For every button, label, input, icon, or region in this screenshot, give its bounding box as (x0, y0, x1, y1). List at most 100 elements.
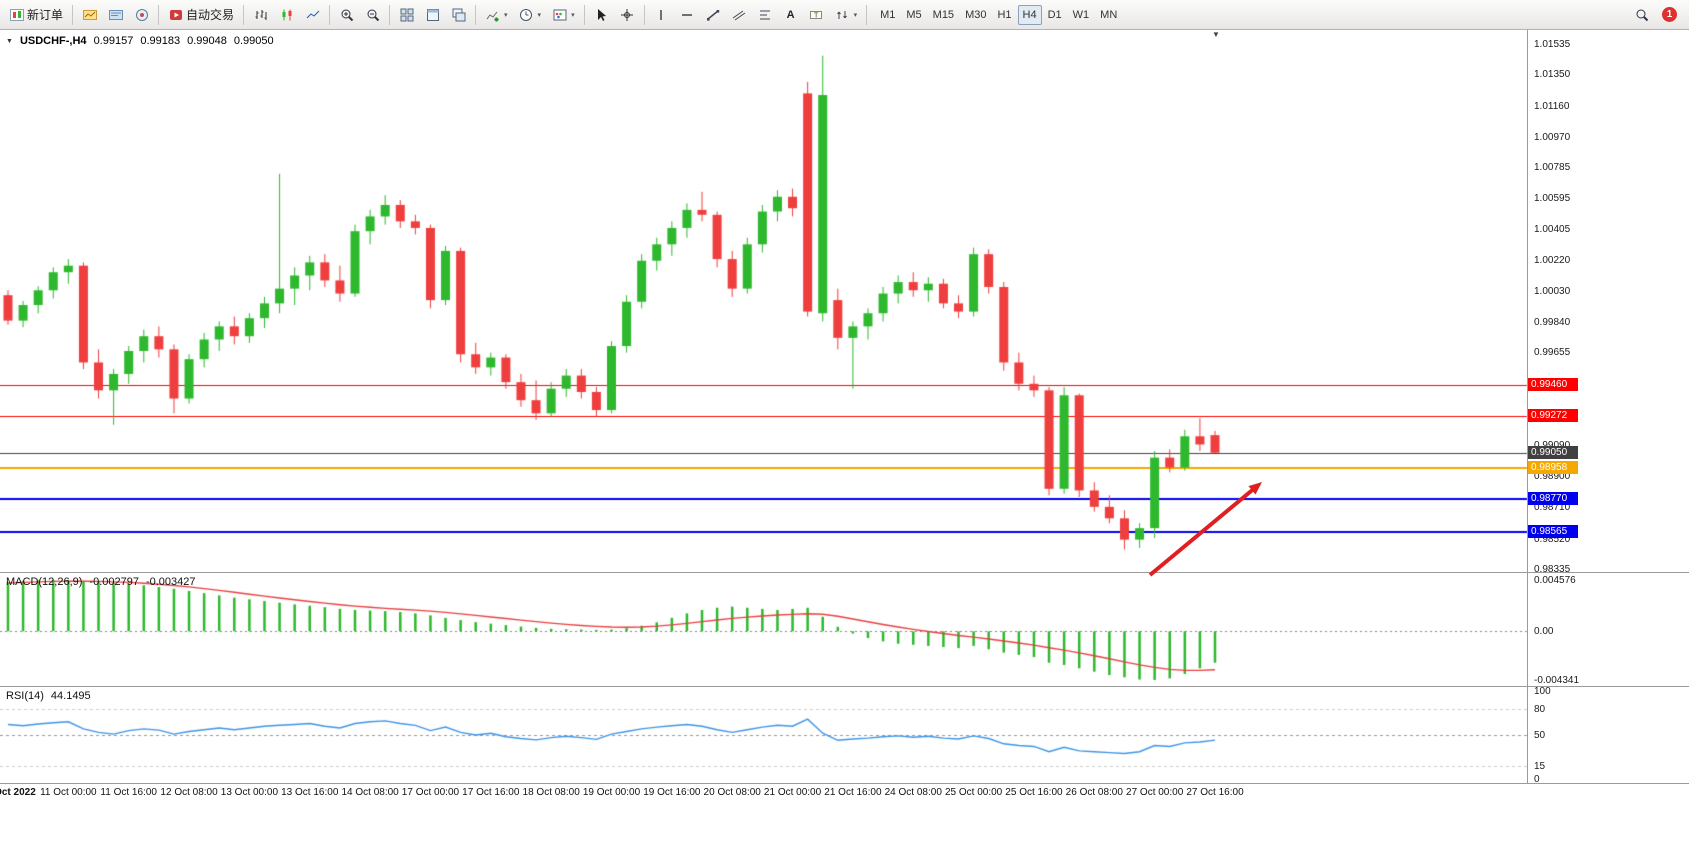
timeframe-toolbar: M1 M5 M15 M30 H1 H4 D1 W1 MN (875, 4, 1122, 25)
price-line-label[interactable]: 0.99272 (1528, 409, 1578, 423)
price-tick-label: 0.99840 (1534, 317, 1571, 329)
ohlc-open: 0.99157 (93, 35, 134, 47)
arrange-windows-icon (425, 7, 440, 22)
macd-pane-canvas[interactable] (0, 572, 1689, 686)
macd-name: MACD(12,26,9) (6, 576, 83, 588)
time-axis-label: 24 Oct 08:00 (884, 787, 942, 798)
vertical-line-icon (654, 7, 669, 22)
new-chart-button[interactable] (77, 3, 102, 27)
profiles-icon (108, 7, 123, 22)
candlestick-chart-button[interactable] (274, 3, 299, 27)
rsi-value: 44.1495 (50, 690, 91, 702)
search-button[interactable] (1629, 3, 1654, 27)
fibonacci-button[interactable] (753, 3, 778, 27)
line-chart-button[interactable] (300, 3, 325, 27)
bar-chart-icon (253, 7, 268, 22)
pane-separator[interactable] (0, 572, 1689, 573)
vertical-line-button[interactable] (649, 3, 674, 27)
main-chart-canvas[interactable] (0, 30, 1689, 572)
new-order-label: 新订单 (27, 8, 64, 22)
new-order-button[interactable]: 新订单 (4, 3, 68, 27)
trendline-button[interactable] (701, 3, 726, 27)
time-axis-label: 18 Oct 08:00 (522, 787, 580, 798)
arrows-button[interactable]: ▾ (830, 3, 863, 27)
price-tick-label: 1.00970 (1534, 131, 1571, 143)
time-axis-label: 21 Oct 00:00 (763, 787, 822, 798)
rsi-pane-canvas[interactable] (0, 686, 1689, 783)
price-line-label[interactable]: 0.99460 (1528, 378, 1578, 392)
profiles-button[interactable] (103, 3, 128, 27)
zoom-out-button[interactable] (360, 3, 385, 27)
templates-button[interactable]: ▾ (547, 3, 580, 27)
timeframe-m30-button[interactable]: M30 (960, 5, 991, 25)
rsi-axis-label: 100 (1534, 686, 1551, 697)
price-line-label[interactable]: 0.99050 (1528, 445, 1578, 459)
auto-trading-label: 自动交易 (186, 8, 235, 22)
arrows-icon (835, 7, 850, 22)
toolbar-separator (643, 4, 645, 25)
timeframe-mn-button[interactable]: MN (1095, 5, 1122, 25)
zoom-in-button[interactable] (334, 3, 359, 27)
time-axis-label: 27 Oct 00:00 (1126, 787, 1184, 798)
price-tick-label: 0.99090 (1534, 440, 1570, 451)
toolbar: 新订单 自动交易 (0, 0, 1689, 30)
horizontal-line-icon (680, 7, 695, 22)
zoom-out-icon (365, 7, 380, 22)
dropdown-caret-icon: ▾ (504, 11, 508, 19)
price-line-label[interactable]: 0.98770 (1528, 491, 1578, 505)
time-axis-label: 20 Oct 08:00 (703, 787, 761, 798)
timeframe-h4-button[interactable]: H4 (1017, 4, 1042, 25)
price-tick-label: 0.98335 (1534, 564, 1571, 575)
channel-button[interactable] (727, 3, 752, 27)
price-tick-label: 1.01350 (1534, 69, 1571, 81)
timeframe-m1-button[interactable]: M1 (875, 5, 900, 25)
pane-separator[interactable] (0, 686, 1689, 687)
macd-axis-label: 0.004576 (1534, 575, 1576, 586)
timeframe-m15-button[interactable]: M15 (928, 5, 959, 25)
ohlc-low: 0.99048 (187, 35, 227, 47)
timeframe-d1-button[interactable]: D1 (1043, 5, 1067, 25)
rsi-axis-label: 50 (1534, 730, 1546, 741)
text-label-button[interactable]: T (804, 3, 829, 27)
chart-shift-marker[interactable]: ▼ (1212, 30, 1220, 39)
indicators-button[interactable]: ▾ (480, 3, 513, 27)
one-click-trading-icon[interactable]: ▼ (6, 37, 13, 45)
arrange-windows-button[interactable] (420, 3, 445, 27)
time-axis-label: 27 Oct 16:00 (1186, 787, 1244, 798)
timeframe-h1-button[interactable]: H1 (992, 5, 1016, 25)
trendline-icon (706, 7, 721, 22)
toolbar-separator (329, 4, 331, 25)
text-icon: A (786, 8, 795, 21)
dropdown-caret-icon: ▾ (853, 11, 858, 19)
auto-trading-button[interactable]: 自动交易 (163, 3, 239, 27)
time-axis-label: 17 Oct 16:00 (462, 787, 520, 798)
horizontal-line-button[interactable] (675, 3, 700, 27)
periods-button[interactable]: ▾ (514, 3, 547, 27)
bar-chart-button[interactable] (248, 3, 273, 27)
time-axis-label: 25 Oct 16:00 (1005, 787, 1063, 798)
terminal-button[interactable] (129, 3, 154, 27)
macd-indicator-label: MACD(12,26,9) -0.002797 -0.003427 (6, 576, 196, 588)
macd-axis: 0.004576 0.00 -0.004341 (1528, 572, 1689, 686)
macd-value: -0.002797 (89, 576, 139, 588)
notification-badge[interactable]: 1 (1662, 7, 1677, 22)
price-axis-separator (1527, 30, 1528, 783)
timeframe-m5-button[interactable]: M5 (901, 5, 926, 25)
crosshair-button[interactable] (615, 3, 640, 27)
cascade-windows-button[interactable] (446, 3, 471, 27)
timeframe-w1-button[interactable]: W1 (1068, 5, 1095, 25)
time-axis-label: 19 Oct 16:00 (643, 787, 701, 798)
channel-icon (732, 7, 747, 22)
templates-icon (552, 7, 567, 22)
price-line-label[interactable]: 0.98565 (1528, 525, 1578, 539)
indicators-icon (485, 7, 500, 22)
price-line-label[interactable]: 0.98958 (1528, 460, 1578, 474)
rsi-axis-label: 15 (1534, 760, 1546, 772)
text-button[interactable]: A (779, 3, 803, 27)
price-tick-label: 1.01160 (1534, 100, 1570, 112)
tile-windows-button[interactable] (394, 3, 419, 27)
cursor-button[interactable] (589, 3, 614, 27)
price-axis[interactable]: 1.01535 1.01350 1.01160 1.00970 1.00785 1.005… (1528, 30, 1689, 783)
